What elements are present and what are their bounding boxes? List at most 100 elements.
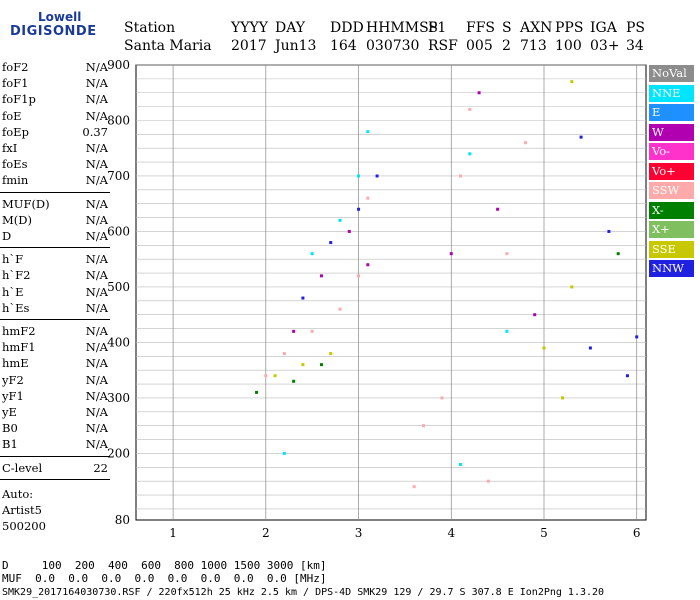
legend-item-x: X- xyxy=(649,201,694,219)
legend-item-e: E xyxy=(649,104,694,121)
param-value: N/A xyxy=(85,92,108,107)
legend-item-nnw: NNW xyxy=(649,260,694,277)
param-value: N/A xyxy=(85,196,108,211)
header-value-10: 03+ xyxy=(590,38,620,54)
param-value: N/A xyxy=(85,268,108,283)
data-point xyxy=(338,307,342,311)
header-label-10: IGA xyxy=(590,20,617,36)
header-value-11: 34 xyxy=(626,38,644,54)
data-point xyxy=(366,196,370,200)
data-point xyxy=(412,485,416,489)
param-value: N/A xyxy=(85,76,108,91)
legend-item-vo: Vo- xyxy=(649,143,694,160)
header-value-4: 030730 xyxy=(366,38,420,54)
param-foe: foE N/A xyxy=(2,109,108,123)
legend-item-w: W xyxy=(649,123,694,141)
x-tick-label: 2 xyxy=(262,526,270,540)
param-name: M(D) xyxy=(2,212,32,227)
param-ye: yE N/A xyxy=(2,405,108,419)
separator xyxy=(0,191,110,193)
data-point xyxy=(310,252,314,256)
header-label-3: DDD xyxy=(330,20,364,36)
data-point xyxy=(477,91,481,95)
header-value-9: 100 xyxy=(555,38,582,54)
param-name: MUF(D) xyxy=(2,196,50,211)
data-point xyxy=(292,379,296,383)
param-he: h`E N/A xyxy=(2,285,108,299)
y-tick-label: 700 xyxy=(107,169,130,183)
param-hmf2: hmF2 N/A xyxy=(2,324,108,338)
x-tick-label: 6 xyxy=(633,526,641,540)
param-md: M(D) N/A xyxy=(2,213,108,227)
header-label-0: Station xyxy=(124,20,176,36)
param-name: D xyxy=(2,229,12,243)
data-point xyxy=(264,374,268,378)
y-tick-label: 80 xyxy=(115,513,130,527)
header-label-8: AXN xyxy=(520,20,553,36)
data-point xyxy=(255,390,259,394)
x-tick-label: 3 xyxy=(355,526,363,540)
param-value: 0.37 xyxy=(82,124,108,139)
x-tick-label: 4 xyxy=(447,526,455,540)
data-point xyxy=(570,80,574,84)
param-name: hmF2 xyxy=(2,324,36,338)
header-value-6: 005 xyxy=(466,38,493,54)
header-value-2: Jun13 xyxy=(275,38,317,54)
param-clevel: C-level 22 xyxy=(2,461,108,475)
data-point xyxy=(588,346,592,350)
header-label-4: HHMMSS xyxy=(366,20,439,36)
plot-area xyxy=(135,64,647,521)
param-name: fmin xyxy=(2,173,29,188)
param-name: foEs xyxy=(2,157,28,172)
param-value: 22 xyxy=(93,460,108,475)
data-point xyxy=(496,207,500,211)
data-point xyxy=(523,141,527,145)
data-point xyxy=(357,274,361,278)
data-point xyxy=(579,135,583,139)
param-value: N/A xyxy=(85,60,108,74)
header-label-7: S xyxy=(502,20,512,36)
data-point xyxy=(625,374,629,378)
header-value-3: 164 xyxy=(330,38,357,54)
param-b1: B1 N/A xyxy=(2,437,108,451)
separator xyxy=(0,319,110,320)
data-point xyxy=(329,241,333,245)
header-value-8: 713 xyxy=(520,38,547,54)
param-fmin: fmin N/A xyxy=(2,173,108,187)
param-hme: hmE N/A xyxy=(2,356,108,370)
param-value: N/A xyxy=(85,372,108,387)
param-fof1: foF1 N/A xyxy=(2,76,108,90)
data-point xyxy=(561,396,565,400)
param-hf: h`F N/A xyxy=(2,252,108,266)
param-fof1p: foF1p N/A xyxy=(2,92,108,106)
param-value: N/A xyxy=(85,356,108,371)
data-point xyxy=(292,329,296,333)
header-value-5: RSF xyxy=(428,38,458,54)
param-name: yF1 xyxy=(2,388,24,403)
y-tick-label: 900 xyxy=(107,58,130,72)
data-point xyxy=(357,174,361,178)
data-point xyxy=(533,313,537,317)
auto-label: Auto: xyxy=(2,486,34,501)
data-point xyxy=(468,152,472,156)
auto-artist: Artist5 xyxy=(2,502,42,517)
param-name: foF1p xyxy=(2,92,36,107)
data-point xyxy=(459,174,463,178)
param-hes: h`Es N/A xyxy=(2,301,108,315)
param-b0: B0 N/A xyxy=(2,421,108,435)
param-value: N/A xyxy=(85,284,108,299)
data-point xyxy=(607,229,611,233)
param-hmf1: hmF1 N/A xyxy=(2,340,108,354)
param-value: N/A xyxy=(85,252,108,267)
data-point xyxy=(375,174,379,178)
param-mufd: MUF(D) N/A xyxy=(2,197,108,211)
header-label-6: FFS xyxy=(466,20,496,36)
data-point xyxy=(421,424,425,428)
param-name: B0 xyxy=(2,421,18,436)
data-point xyxy=(366,263,370,267)
param-name: yE xyxy=(2,405,17,419)
legend-item-sse: SSE xyxy=(649,240,694,258)
legend-item-ssw: SSW xyxy=(649,182,694,199)
y-tick-label: 500 xyxy=(107,280,130,294)
data-point xyxy=(310,329,314,333)
